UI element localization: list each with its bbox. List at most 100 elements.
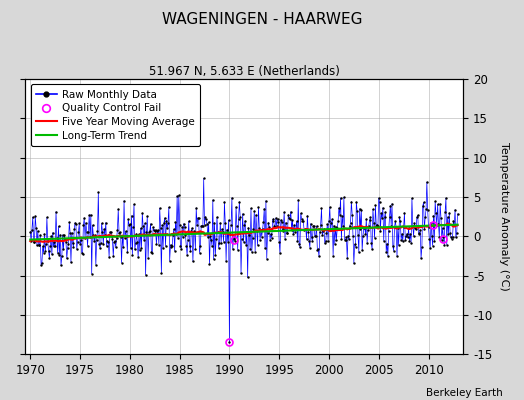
Point	[76, 241, 84, 247]
Point	[268, 218, 277, 224]
Point	[379, 238, 388, 244]
Point	[122, 228, 130, 234]
Point	[139, 222, 147, 229]
Point	[269, 216, 278, 222]
Point	[191, 246, 200, 253]
Point	[311, 233, 319, 240]
Point	[46, 242, 54, 249]
Point	[168, 242, 177, 249]
Point	[247, 205, 255, 212]
Point	[249, 226, 258, 233]
Point	[393, 253, 401, 259]
Point	[243, 229, 251, 236]
Point	[71, 220, 79, 226]
Point	[298, 218, 307, 224]
Point	[343, 255, 352, 262]
Point	[35, 242, 43, 248]
Point	[225, 339, 234, 346]
Point	[117, 260, 126, 266]
Point	[378, 215, 386, 221]
Point	[292, 218, 301, 225]
Point	[58, 253, 66, 260]
Point	[439, 224, 447, 231]
Point	[383, 240, 391, 247]
Point	[246, 246, 254, 252]
Point	[326, 227, 335, 234]
Point	[308, 238, 316, 244]
Point	[170, 226, 178, 232]
Point	[381, 209, 389, 215]
Point	[209, 197, 217, 203]
Point	[334, 218, 342, 225]
Point	[416, 226, 424, 233]
Point	[401, 237, 409, 244]
Point	[281, 219, 290, 226]
Point	[127, 212, 136, 219]
Point	[385, 228, 393, 234]
Point	[180, 224, 189, 230]
Point	[355, 249, 363, 255]
Point	[224, 217, 233, 223]
Point	[172, 230, 180, 237]
Point	[144, 254, 152, 261]
Point	[314, 246, 322, 252]
Point	[399, 224, 408, 230]
Point	[325, 204, 334, 210]
Point	[437, 214, 445, 221]
Point	[346, 220, 355, 226]
Point	[367, 240, 376, 246]
Point	[62, 239, 70, 245]
Point	[267, 230, 275, 237]
Point	[96, 240, 105, 247]
Point	[146, 220, 155, 227]
Point	[136, 225, 145, 232]
Point	[305, 238, 313, 244]
Point	[226, 230, 234, 237]
Point	[220, 238, 228, 245]
Point	[181, 232, 190, 238]
Point	[89, 232, 97, 239]
Point	[412, 226, 420, 232]
Point	[288, 226, 296, 233]
Point	[38, 260, 46, 266]
Point	[156, 224, 165, 231]
Point	[331, 240, 339, 247]
Point	[447, 234, 455, 240]
Point	[396, 218, 405, 224]
Point	[105, 254, 113, 260]
Point	[351, 241, 359, 248]
Point	[419, 203, 427, 210]
Point	[208, 242, 216, 249]
Point	[68, 230, 76, 236]
Point	[301, 225, 310, 232]
Point	[28, 226, 36, 233]
Point	[174, 192, 183, 198]
Point	[407, 240, 416, 246]
Y-axis label: Temperature Anomaly (°C): Temperature Anomaly (°C)	[499, 142, 509, 291]
Point	[136, 247, 144, 253]
Point	[431, 198, 439, 205]
Point	[451, 206, 459, 213]
Point	[408, 195, 416, 202]
Point	[308, 234, 316, 240]
Point	[228, 194, 236, 201]
Point	[125, 222, 133, 228]
Point	[59, 232, 67, 238]
Point	[190, 229, 199, 236]
Point	[180, 220, 188, 227]
Point	[338, 213, 346, 219]
Point	[200, 222, 209, 228]
Point	[447, 236, 456, 242]
Point	[83, 243, 92, 249]
Point	[424, 224, 433, 230]
Point	[158, 222, 167, 228]
Point	[248, 234, 257, 241]
Point	[197, 222, 205, 229]
Point	[422, 206, 430, 213]
Point	[140, 220, 149, 227]
Point	[293, 238, 302, 245]
Point	[449, 233, 457, 240]
Point	[413, 214, 421, 220]
Point	[391, 218, 399, 224]
Point	[369, 206, 377, 212]
